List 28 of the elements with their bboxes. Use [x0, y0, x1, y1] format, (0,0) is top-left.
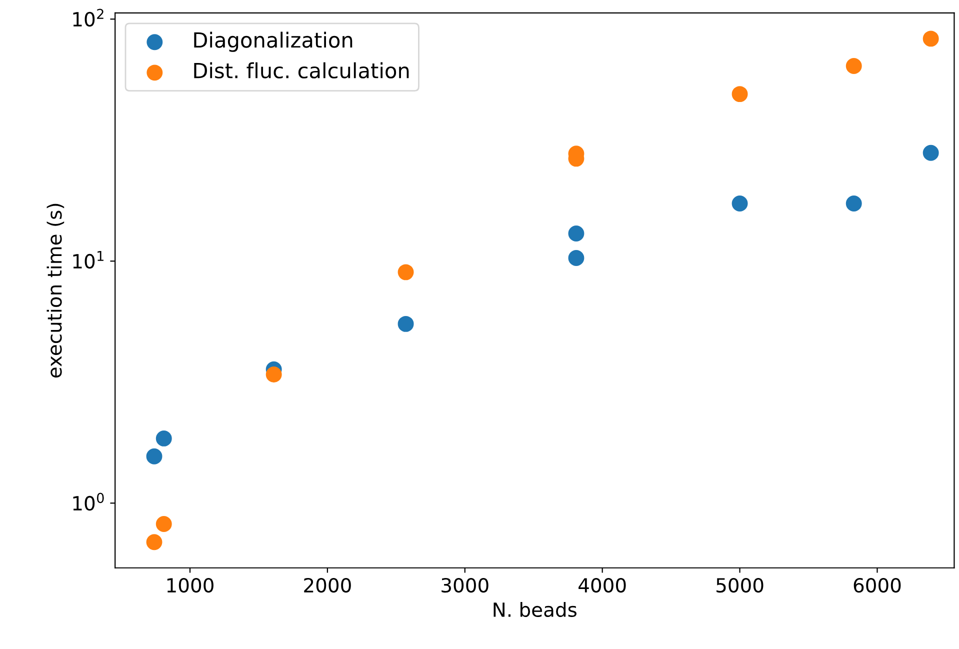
x-tick-label: 4000 — [578, 578, 626, 593]
point — [156, 516, 172, 532]
point — [922, 30, 939, 47]
point — [568, 226, 584, 242]
x-axis-title: N. beads — [494, 602, 576, 618]
point — [568, 250, 584, 266]
point — [732, 86, 748, 102]
legend-label: Diagonalization — [194, 32, 352, 52]
point — [146, 448, 162, 464]
point — [398, 264, 414, 280]
y-axis-title: execution time (s) — [46, 204, 64, 378]
y-tick-label: 10$^{0}$ — [73, 492, 104, 511]
x-tick-label: 1000 — [167, 578, 214, 593]
legend-label: Dist. fluc. calculation — [194, 62, 409, 78]
y-tick-label: 10$^{1}$ — [73, 250, 104, 269]
point — [156, 430, 172, 446]
point — [846, 196, 862, 212]
point — [398, 316, 414, 332]
point — [922, 144, 939, 161]
point — [146, 534, 162, 550]
x-tick-label: 3000 — [442, 578, 488, 593]
y-tick-label: 10$^{2}$ — [73, 8, 104, 27]
point — [266, 366, 282, 382]
point — [732, 196, 748, 212]
x-tick-label: 2000 — [304, 578, 351, 593]
x-tick-label: 5000 — [716, 578, 764, 593]
x-tick-label: 6000 — [854, 578, 901, 593]
point — [846, 58, 862, 74]
